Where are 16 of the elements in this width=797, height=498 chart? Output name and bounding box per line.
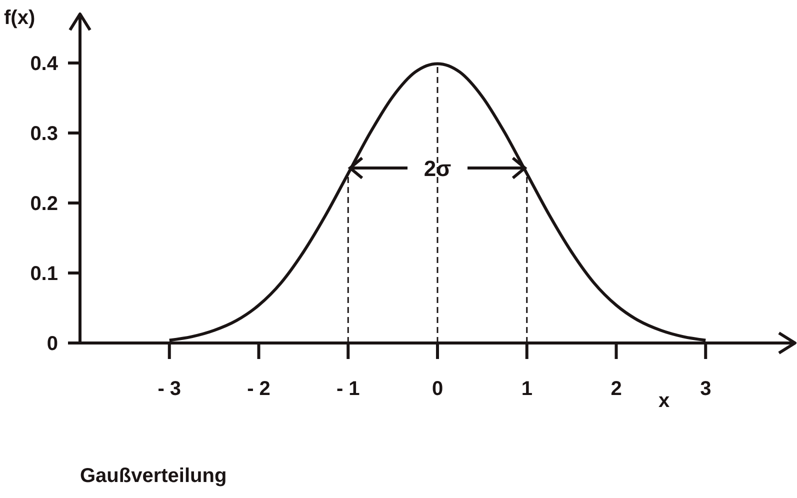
y-tick-label: 0.2 — [30, 193, 58, 215]
x-tick-label: - 1 — [336, 378, 360, 400]
annotation: 2σ — [424, 156, 452, 181]
x-tick-label: 2 — [610, 378, 622, 400]
x-tick-label: - 2 — [247, 378, 270, 400]
x-tick-label: - 3 — [158, 378, 182, 400]
y-tick-label: 0.4 — [30, 53, 59, 75]
y-tick-label: 0 — [46, 333, 58, 355]
x-axis-title: x — [658, 390, 670, 412]
y-axis-title: f(x) — [4, 7, 36, 29]
x-tick-label: 1 — [521, 378, 532, 400]
y-tick-label: 0.3 — [30, 123, 58, 145]
y-tick-label: 0.1 — [30, 263, 58, 285]
x-tick-label: 3 — [700, 378, 712, 400]
text: Gaußverteilung — [80, 465, 227, 487]
x-tick-label: 0 — [432, 378, 444, 400]
